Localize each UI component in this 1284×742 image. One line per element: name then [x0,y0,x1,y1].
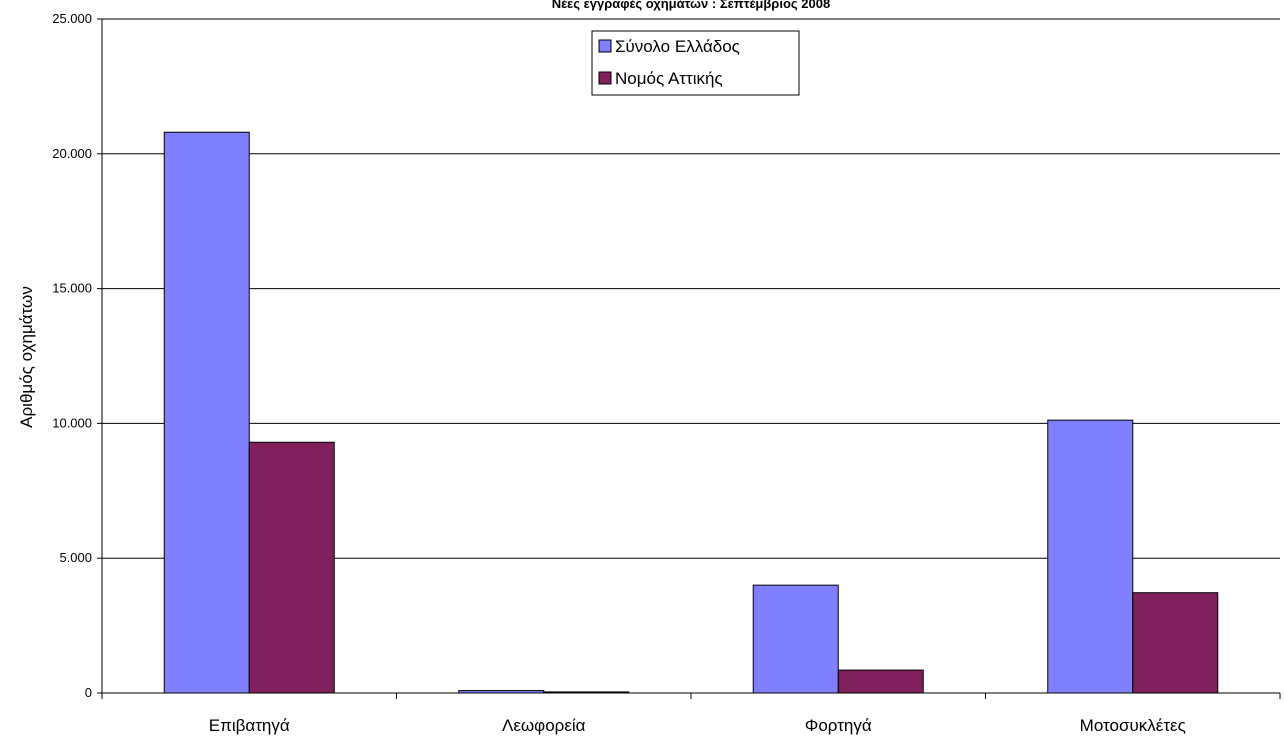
legend-box [591,30,800,96]
chart-title: Νέες εγγραφές οχημάτων : Σεπτέμβριος 200… [552,0,830,11]
bar-greece-0 [163,131,250,694]
x-tick-labels: Επιβατηγά Λεωφορεία Φορτηγά Μοτοσυκλέτες [209,716,1186,735]
x-tick-label: Επιβατηγά [209,716,290,735]
y-axis-label: Αριθμός οχημάτων [17,286,36,428]
x-tick-label: Λεωφορεία [502,716,586,735]
axes [97,18,1281,699]
x-tick-label: Μοτοσυκλέτες [1080,716,1186,735]
legend-label-greece: Σύνολο Ελλάδος [615,37,740,56]
legend-label-attica: Νομός Αττικής [615,69,723,88]
y-tick-label: 25.000 [52,11,92,26]
bar-attica-3 [1132,592,1219,694]
legend-swatch-attica [598,71,612,85]
bar-attica-0 [248,441,335,694]
y-tick-labels: 0 5.000 10.000 15.000 20.000 25.000 [52,11,92,700]
bar-attica-2 [837,669,924,694]
y-tick-label: 5.000 [59,550,92,565]
legend-swatch-greece [598,39,612,53]
y-tick-label: 20.000 [52,146,92,161]
y-tick-label: 0 [85,685,92,700]
y-tick-label: 10.000 [52,415,92,430]
bars [163,131,1219,694]
legend: Σύνολο Ελλάδος Νομός Αττικής [591,30,800,96]
y-tick-label: 15.000 [52,281,92,296]
x-tick-label: Φορτηγά [805,716,872,735]
bar-greece-3 [1047,419,1134,694]
bar-greece-2 [752,584,839,694]
